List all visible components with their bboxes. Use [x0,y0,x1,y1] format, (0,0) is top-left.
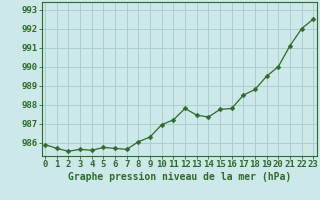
X-axis label: Graphe pression niveau de la mer (hPa): Graphe pression niveau de la mer (hPa) [68,172,291,182]
